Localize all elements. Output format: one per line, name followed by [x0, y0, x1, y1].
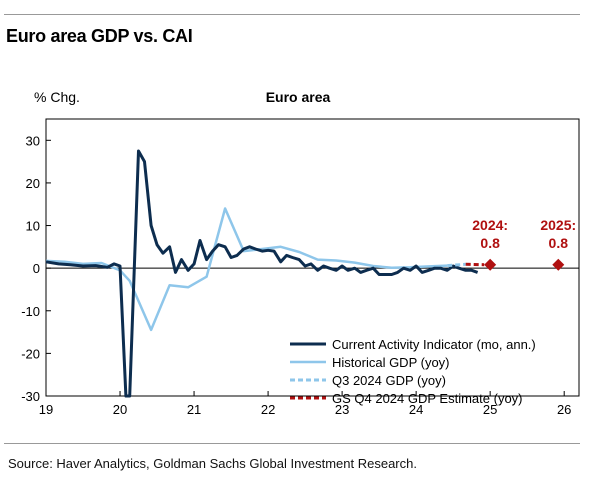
- top-rule: [4, 14, 580, 15]
- annotation-year: 2024:: [472, 217, 508, 233]
- annotation-value: 0.8: [480, 235, 500, 251]
- legend-label: GS Q4 2024 GDP Estimate (yoy): [332, 391, 523, 406]
- annotation-value: 0.8: [549, 235, 569, 251]
- x-tick-label: 20: [113, 402, 127, 417]
- y-tick-label: 30: [26, 133, 40, 148]
- series-line-1: [45, 207, 448, 332]
- y-tick-label: -30: [21, 389, 40, 404]
- estimate-marker: [552, 258, 565, 271]
- x-tick-label: 22: [261, 402, 275, 417]
- x-tick-label: 26: [557, 402, 571, 417]
- series-line-2: [447, 262, 466, 268]
- y-axis-label: % Chg.: [34, 89, 80, 105]
- legend-label: Historical GDP (yoy): [332, 355, 450, 370]
- x-tick-label: 21: [187, 402, 201, 417]
- plot-frame: [45, 118, 580, 397]
- page-title: Euro area GDP vs. CAI: [6, 26, 193, 46]
- legend-label: Q3 2024 GDP (yoy): [332, 373, 446, 388]
- x-tick-label: 19: [39, 402, 53, 417]
- chart-title: Euro area: [266, 89, 331, 105]
- y-tick-label: -20: [21, 346, 40, 361]
- x-tick-label: 25: [483, 402, 497, 417]
- legend-label: Current Activity Indicator (mo, ann.): [332, 337, 536, 352]
- annotation-year: 2025:: [540, 217, 576, 233]
- y-tick-label: 10: [26, 219, 40, 234]
- bottom-rule: [4, 443, 580, 444]
- y-tick-label: -10: [21, 304, 40, 319]
- source-note: Source: Haver Analytics, Goldman Sachs G…: [8, 456, 417, 471]
- y-tick-label: 20: [26, 176, 40, 191]
- x-tick-label: 24: [409, 402, 423, 417]
- y-tick-label: 0: [33, 261, 40, 276]
- estimate-marker: [484, 258, 497, 271]
- x-tick-label: 23: [335, 402, 349, 417]
- series-line-0: [45, 149, 479, 398]
